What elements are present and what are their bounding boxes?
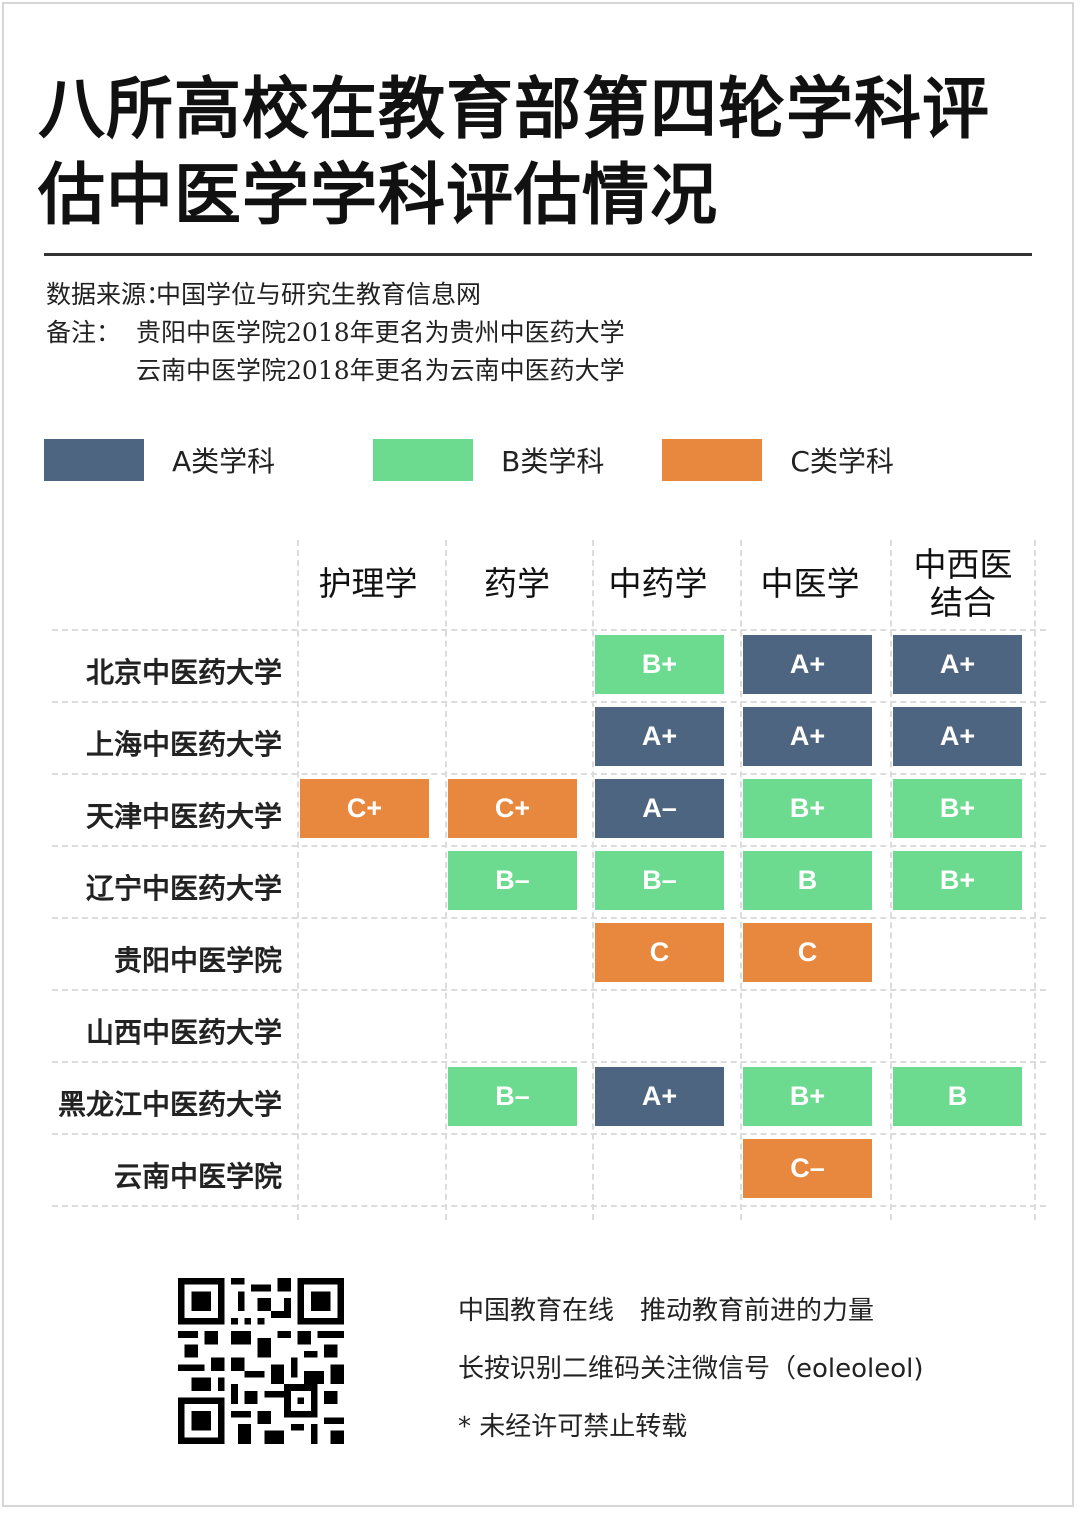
footer-slogan: 中国教育在线 推动教育前进的力量 [458, 1296, 875, 1326]
grid-vline [890, 540, 892, 1220]
grid-vline [297, 540, 299, 1220]
grade-cell: A– [595, 779, 724, 838]
grid-vline [592, 540, 594, 1220]
column-header: 中医学 [760, 564, 860, 603]
column-header: 药学 [484, 564, 550, 603]
grade-cell: B+ [595, 635, 724, 694]
grid-vline [1034, 540, 1036, 1220]
row-label: 辽宁中医药大学 [85, 872, 282, 905]
legend-swatch-c [662, 439, 763, 481]
grade-cell: A+ [595, 707, 724, 766]
grid-hline [52, 1133, 1046, 1135]
footer-wechat: 长按识别二维码关注微信号（eoleoleol) [458, 1354, 924, 1384]
note-line-1: 贵阳中医学院2018年更名为贵州中医药大学 [136, 318, 625, 347]
grid-hline [52, 773, 1046, 775]
grid-hline [52, 701, 1046, 703]
grade-cell: A+ [893, 635, 1022, 694]
column-header: 中西医 结合 [913, 545, 1013, 622]
grade-cell: A+ [743, 707, 872, 766]
row-label: 贵阳中医学院 [113, 944, 282, 977]
row-label: 云南中医学院 [113, 1160, 282, 1193]
title-line-2: 估中医学学科评估情况 [38, 156, 718, 234]
row-label: 黑龙江中医药大学 [57, 1088, 282, 1121]
grade-cell: A+ [743, 635, 872, 694]
title-line-1: 八所高校在教育部第四轮学科评 [38, 70, 990, 148]
grade-cell: C+ [300, 779, 429, 838]
grade-cell: B– [595, 851, 724, 910]
column-header: 中药学 [608, 564, 708, 603]
grade-cell: C [743, 923, 872, 982]
grade-cell: B– [448, 851, 577, 910]
row-label: 天津中医药大学 [85, 800, 282, 833]
grid-hline [52, 1205, 1046, 1207]
grade-cell: B [893, 1067, 1022, 1126]
grade-cell: C [595, 923, 724, 982]
grid-hline [52, 1061, 1046, 1063]
legend-label-b: B类学科 [501, 445, 605, 478]
legend-item-b: B类学科 [373, 439, 604, 481]
footer-text: 中国教育在线 推动教育前进的力量 长按识别二维码关注微信号（eoleoleol)… [458, 1282, 924, 1456]
grade-cell: B+ [743, 1067, 872, 1126]
grid-vline [445, 540, 447, 1220]
row-label: 北京中医药大学 [85, 656, 282, 689]
grade-cell: A+ [595, 1067, 724, 1126]
legend-swatch-a [44, 439, 144, 481]
grade-cell: C– [743, 1139, 872, 1198]
legend-swatch-b [373, 439, 474, 481]
legend: A类学科 B类学科 C类学科 [44, 439, 952, 481]
legend-label-c: C类学科 [790, 445, 894, 478]
source-notes: 数据来源： 中国学位与研究生教育信息网 备注： 贵阳中医学院2018年更名为贵州中医… [46, 276, 625, 390]
legend-item-c: C类学科 [662, 439, 894, 481]
qr-code-icon [178, 1278, 344, 1444]
row-label: 上海中医药大学 [85, 728, 282, 761]
title-divider [44, 253, 1032, 256]
page-title: 八所高校在教育部第四轮学科评 估中医学学科评估情况 [38, 66, 1038, 238]
legend-label-a: A类学科 [172, 445, 276, 478]
grade-cell: B+ [893, 851, 1022, 910]
grade-cell: C+ [448, 779, 577, 838]
grid-vline [740, 540, 742, 1220]
footer-copyright: * 未经许可禁止转载 [458, 1412, 688, 1442]
note-label: 备注： [46, 318, 122, 347]
source-value: 中国学位与研究生教育信息网 [156, 280, 482, 309]
grid-hline [52, 917, 1046, 919]
column-header: 护理学 [318, 564, 418, 603]
grid-hline [52, 629, 1046, 631]
grade-cell: B– [448, 1067, 577, 1126]
grid-hline [52, 989, 1046, 991]
row-label: 山西中医药大学 [85, 1016, 282, 1049]
grade-cell: A+ [893, 707, 1022, 766]
grid-hline [52, 845, 1046, 847]
grade-cell: B+ [743, 779, 872, 838]
note-line-2: 云南中医学院2018年更名为云南中医药大学 [136, 356, 625, 385]
grade-cell: B+ [893, 779, 1022, 838]
legend-item-a: A类学科 [44, 439, 275, 481]
grade-cell: B [743, 851, 872, 910]
source-label: 数据来源： [46, 280, 172, 309]
